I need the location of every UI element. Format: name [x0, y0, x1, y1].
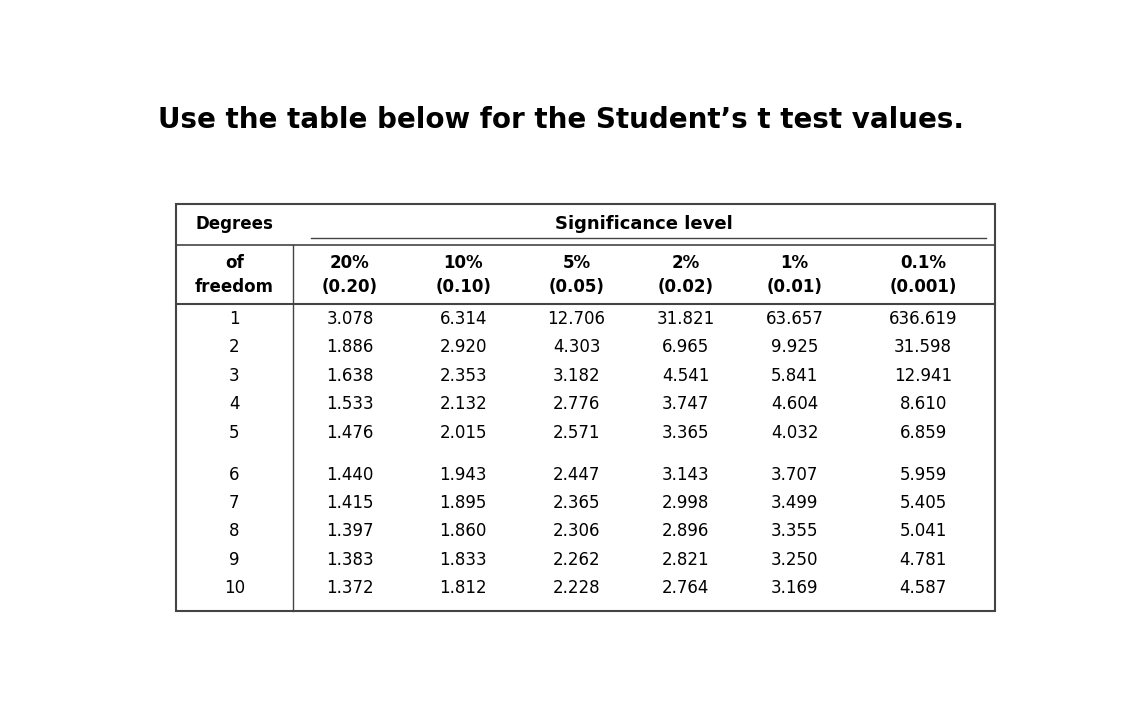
- Text: 2: 2: [229, 338, 240, 356]
- Text: 6: 6: [229, 465, 240, 484]
- Text: 3.707: 3.707: [771, 465, 818, 484]
- Text: Significance level: Significance level: [556, 216, 734, 233]
- Text: 2.920: 2.920: [440, 338, 487, 356]
- Text: of: of: [225, 254, 244, 271]
- Text: 1.860: 1.860: [440, 522, 487, 541]
- Text: (0.02): (0.02): [657, 278, 713, 295]
- Text: 2.015: 2.015: [440, 424, 487, 441]
- Text: 9: 9: [229, 551, 240, 569]
- Text: 5.841: 5.841: [771, 367, 818, 385]
- Text: 0.1%: 0.1%: [900, 254, 946, 271]
- Text: Use the table below for the Student’s t test values.: Use the table below for the Student’s t …: [158, 106, 964, 135]
- Text: 4.032: 4.032: [771, 424, 818, 441]
- Text: 3.499: 3.499: [771, 494, 818, 512]
- Text: 3.250: 3.250: [771, 551, 818, 569]
- Text: (0.01): (0.01): [766, 278, 822, 295]
- Text: 1.833: 1.833: [440, 551, 487, 569]
- Text: 1%: 1%: [781, 254, 809, 271]
- Text: 2.365: 2.365: [552, 494, 601, 512]
- Text: 5.959: 5.959: [900, 465, 947, 484]
- Text: 3.365: 3.365: [662, 424, 709, 441]
- Text: (0.05): (0.05): [549, 278, 604, 295]
- Text: 3.182: 3.182: [552, 367, 601, 385]
- Text: (0.001): (0.001): [890, 278, 957, 295]
- Text: 1.943: 1.943: [440, 465, 487, 484]
- Text: 1.812: 1.812: [440, 580, 487, 597]
- Text: 4.604: 4.604: [771, 395, 818, 413]
- Text: 4.303: 4.303: [552, 338, 601, 356]
- Text: 2.998: 2.998: [662, 494, 709, 512]
- Text: 5%: 5%: [562, 254, 591, 271]
- Text: 3.747: 3.747: [662, 395, 709, 413]
- Text: 10%: 10%: [443, 254, 483, 271]
- Text: 1.440: 1.440: [326, 465, 374, 484]
- Text: 1.886: 1.886: [326, 338, 374, 356]
- Text: 8: 8: [229, 522, 240, 541]
- Text: 1.383: 1.383: [326, 551, 374, 569]
- Text: 2.353: 2.353: [440, 367, 487, 385]
- Text: 636.619: 636.619: [889, 309, 957, 328]
- Text: 1: 1: [229, 309, 240, 328]
- Text: 4: 4: [229, 395, 240, 413]
- Text: 7: 7: [229, 494, 240, 512]
- Text: 1.372: 1.372: [326, 580, 374, 597]
- Text: 3.143: 3.143: [662, 465, 710, 484]
- Text: 5.405: 5.405: [900, 494, 947, 512]
- Text: 1.415: 1.415: [326, 494, 374, 512]
- Text: 2.764: 2.764: [662, 580, 709, 597]
- Text: 12.706: 12.706: [548, 309, 605, 328]
- Text: 2.447: 2.447: [552, 465, 601, 484]
- Text: 2.306: 2.306: [552, 522, 601, 541]
- Text: 4.541: 4.541: [662, 367, 709, 385]
- Text: 63.657: 63.657: [766, 309, 823, 328]
- Text: 20%: 20%: [330, 254, 370, 271]
- Text: 12.941: 12.941: [894, 367, 952, 385]
- Text: 5.041: 5.041: [900, 522, 947, 541]
- Text: (0.10): (0.10): [435, 278, 492, 295]
- Text: freedom: freedom: [195, 278, 273, 295]
- Text: 6.965: 6.965: [662, 338, 709, 356]
- Text: 2.571: 2.571: [552, 424, 601, 441]
- Text: 3.169: 3.169: [771, 580, 818, 597]
- Text: 9.925: 9.925: [771, 338, 818, 356]
- Text: 3.078: 3.078: [326, 309, 374, 328]
- Text: (0.20): (0.20): [322, 278, 378, 295]
- Text: 1.638: 1.638: [326, 367, 374, 385]
- Text: 6.314: 6.314: [440, 309, 487, 328]
- Text: 10: 10: [224, 580, 245, 597]
- Text: 31.598: 31.598: [894, 338, 952, 356]
- Text: 3: 3: [229, 367, 240, 385]
- Text: 2%: 2%: [672, 254, 700, 271]
- Text: 1.397: 1.397: [326, 522, 374, 541]
- Text: Degrees: Degrees: [196, 216, 273, 233]
- Text: 31.821: 31.821: [656, 309, 714, 328]
- Text: 1.895: 1.895: [440, 494, 487, 512]
- Text: 3.355: 3.355: [771, 522, 818, 541]
- Text: 4.781: 4.781: [900, 551, 947, 569]
- Text: 2.132: 2.132: [440, 395, 487, 413]
- Text: 5: 5: [229, 424, 240, 441]
- Text: 2.776: 2.776: [552, 395, 601, 413]
- Text: 2.262: 2.262: [552, 551, 601, 569]
- Text: 1.476: 1.476: [326, 424, 374, 441]
- Text: 4.587: 4.587: [900, 580, 947, 597]
- Text: 8.610: 8.610: [900, 395, 947, 413]
- Text: 2.228: 2.228: [552, 580, 601, 597]
- Text: 1.533: 1.533: [326, 395, 374, 413]
- Text: 2.821: 2.821: [662, 551, 710, 569]
- Text: 2.896: 2.896: [662, 522, 709, 541]
- Text: 6.859: 6.859: [900, 424, 947, 441]
